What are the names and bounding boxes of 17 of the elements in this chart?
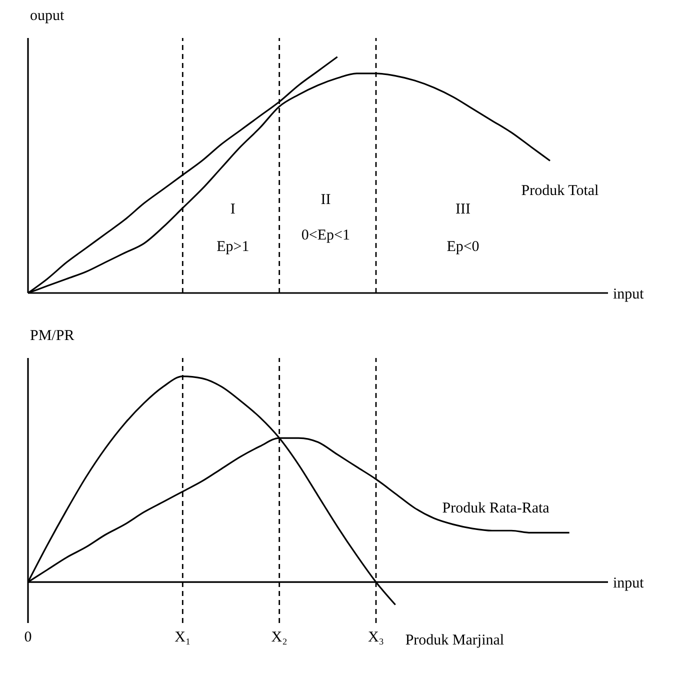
y-axis-title: PM/PR [29,328,76,346]
x-axis-title: input [613,575,645,592]
text: Produk Total [521,182,599,199]
x-tick-label: X₂ [271,630,288,646]
x-tick-label: X₃ [368,630,384,646]
y-axis-title: ouput [29,8,66,26]
annotation: I [230,201,236,218]
series-label: Produk Rata-Rata [442,500,550,517]
x-tick-label: X₁ [174,630,191,646]
annotation: Ep<0 [446,239,480,256]
x-tick-label: 0 [24,630,32,646]
x-axis-title: input [613,286,645,302]
annotation: 0<Ep<1 [301,227,350,244]
annotation: Ep>1 [216,239,250,256]
series-label: Produk Marjinal [405,632,504,649]
annotation: III [456,201,470,218]
annotation: II [320,192,331,208]
